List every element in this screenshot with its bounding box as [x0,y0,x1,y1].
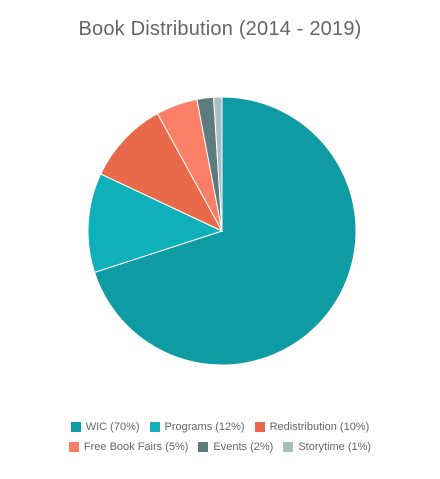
legend-item-4[interactable]: Events (2%) [198,441,273,453]
legend-item-0[interactable]: WIC (70%) [70,421,140,433]
legend-item-2[interactable]: Redistribution (10%) [254,421,370,433]
legend-label: Free Book Fairs (5%) [83,441,189,453]
legend-swatch [70,422,81,432]
chart-legend: WIC (70%) Programs (12%) Redistribution (1… [0,421,440,453]
legend-label: Programs (12%) [164,421,245,433]
legend-label: Events (2%) [213,441,274,453]
legend-label: Storytime (1%) [298,441,372,453]
legend-item-1[interactable]: Programs (12%) [149,421,245,433]
pie-slice-5[interactable] [213,96,223,232]
legend-swatch [198,442,209,452]
legend-swatch [283,442,294,452]
legend-label: WIC (70%) [85,421,140,433]
legend-swatch [68,442,79,452]
legend-swatch [149,422,160,432]
chart-title: Book Distribution (2014 - 2019) [78,18,362,40]
pie-slices [87,96,357,366]
legend-item-3[interactable]: Free Book Fairs (5%) [68,441,189,453]
legend-label: Redistribution (10%) [269,421,370,433]
pie-slice-2[interactable] [100,112,224,233]
legend-item-5[interactable]: Storytime (1%) [283,441,371,453]
pie-slice-1[interactable] [87,173,224,274]
legend-swatch [254,422,265,432]
pie-slice-0[interactable] [93,96,357,366]
